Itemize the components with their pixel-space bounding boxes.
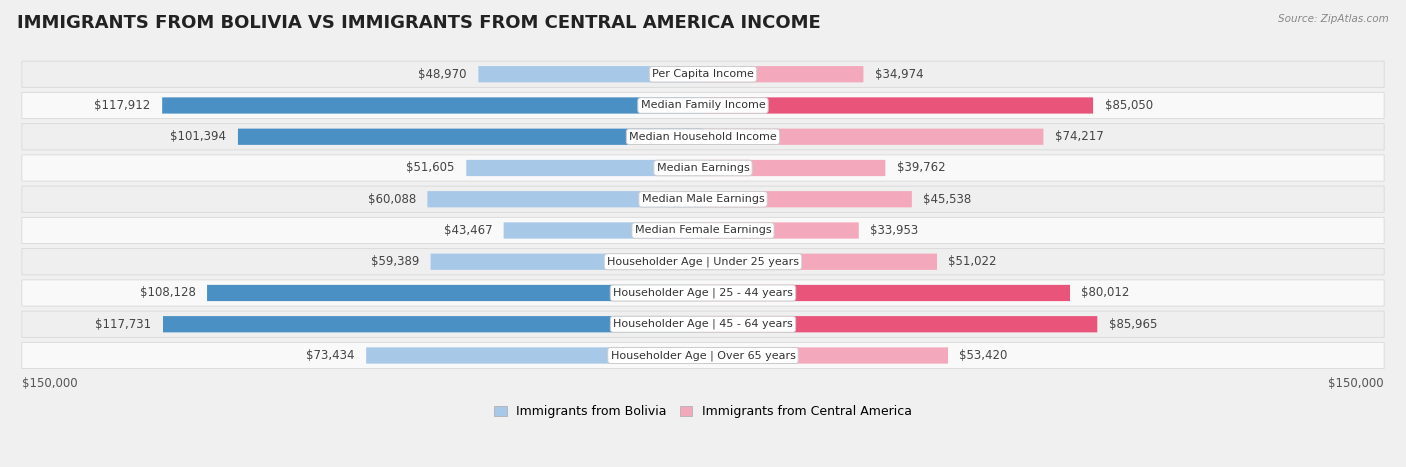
Legend: Immigrants from Bolivia, Immigrants from Central America: Immigrants from Bolivia, Immigrants from… — [489, 400, 917, 423]
FancyBboxPatch shape — [703, 191, 912, 207]
FancyBboxPatch shape — [503, 222, 703, 239]
FancyBboxPatch shape — [22, 217, 1384, 244]
FancyBboxPatch shape — [22, 155, 1384, 181]
FancyBboxPatch shape — [703, 128, 1043, 145]
FancyBboxPatch shape — [238, 128, 703, 145]
Text: IMMIGRANTS FROM BOLIVIA VS IMMIGRANTS FROM CENTRAL AMERICA INCOME: IMMIGRANTS FROM BOLIVIA VS IMMIGRANTS FR… — [17, 14, 821, 32]
Text: $117,731: $117,731 — [96, 318, 152, 331]
Text: Source: ZipAtlas.com: Source: ZipAtlas.com — [1278, 14, 1389, 24]
FancyBboxPatch shape — [703, 285, 1070, 301]
FancyBboxPatch shape — [703, 160, 886, 176]
Text: $80,012: $80,012 — [1081, 286, 1130, 299]
Text: $150,000: $150,000 — [22, 377, 77, 390]
FancyBboxPatch shape — [22, 248, 1384, 275]
Text: $51,022: $51,022 — [949, 255, 997, 268]
Text: $73,434: $73,434 — [307, 349, 354, 362]
Text: $48,970: $48,970 — [419, 68, 467, 81]
FancyBboxPatch shape — [22, 92, 1384, 119]
FancyBboxPatch shape — [22, 280, 1384, 306]
Text: Householder Age | 25 - 44 years: Householder Age | 25 - 44 years — [613, 288, 793, 298]
Text: $51,605: $51,605 — [406, 162, 454, 175]
FancyBboxPatch shape — [703, 66, 863, 82]
Text: $85,965: $85,965 — [1109, 318, 1157, 331]
Text: $74,217: $74,217 — [1054, 130, 1104, 143]
Text: $53,420: $53,420 — [959, 349, 1008, 362]
FancyBboxPatch shape — [22, 311, 1384, 337]
FancyBboxPatch shape — [163, 316, 703, 333]
FancyBboxPatch shape — [22, 342, 1384, 368]
Text: $59,389: $59,389 — [371, 255, 419, 268]
FancyBboxPatch shape — [207, 285, 703, 301]
FancyBboxPatch shape — [703, 254, 936, 270]
Text: Per Capita Income: Per Capita Income — [652, 69, 754, 79]
FancyBboxPatch shape — [430, 254, 703, 270]
Text: Householder Age | Over 65 years: Householder Age | Over 65 years — [610, 350, 796, 361]
Text: Median Earnings: Median Earnings — [657, 163, 749, 173]
Text: Median Male Earnings: Median Male Earnings — [641, 194, 765, 204]
FancyBboxPatch shape — [703, 347, 948, 364]
Text: Householder Age | 45 - 64 years: Householder Age | 45 - 64 years — [613, 319, 793, 330]
FancyBboxPatch shape — [478, 66, 703, 82]
Text: $45,538: $45,538 — [924, 193, 972, 206]
Text: $117,912: $117,912 — [94, 99, 150, 112]
Text: Median Household Income: Median Household Income — [628, 132, 778, 142]
FancyBboxPatch shape — [467, 160, 703, 176]
Text: Median Female Earnings: Median Female Earnings — [634, 226, 772, 235]
FancyBboxPatch shape — [427, 191, 703, 207]
FancyBboxPatch shape — [703, 97, 1092, 113]
FancyBboxPatch shape — [703, 316, 1097, 333]
Text: $150,000: $150,000 — [1329, 377, 1384, 390]
FancyBboxPatch shape — [22, 186, 1384, 212]
FancyBboxPatch shape — [703, 222, 859, 239]
Text: Householder Age | Under 25 years: Householder Age | Under 25 years — [607, 256, 799, 267]
Text: Median Family Income: Median Family Income — [641, 100, 765, 111]
Text: $60,088: $60,088 — [368, 193, 416, 206]
Text: $101,394: $101,394 — [170, 130, 226, 143]
FancyBboxPatch shape — [366, 347, 703, 364]
Text: $43,467: $43,467 — [443, 224, 492, 237]
FancyBboxPatch shape — [22, 124, 1384, 150]
Text: $34,974: $34,974 — [875, 68, 924, 81]
Text: $39,762: $39,762 — [897, 162, 945, 175]
FancyBboxPatch shape — [162, 97, 703, 113]
Text: $85,050: $85,050 — [1105, 99, 1153, 112]
FancyBboxPatch shape — [22, 61, 1384, 87]
Text: $108,128: $108,128 — [139, 286, 195, 299]
Text: $33,953: $33,953 — [870, 224, 918, 237]
